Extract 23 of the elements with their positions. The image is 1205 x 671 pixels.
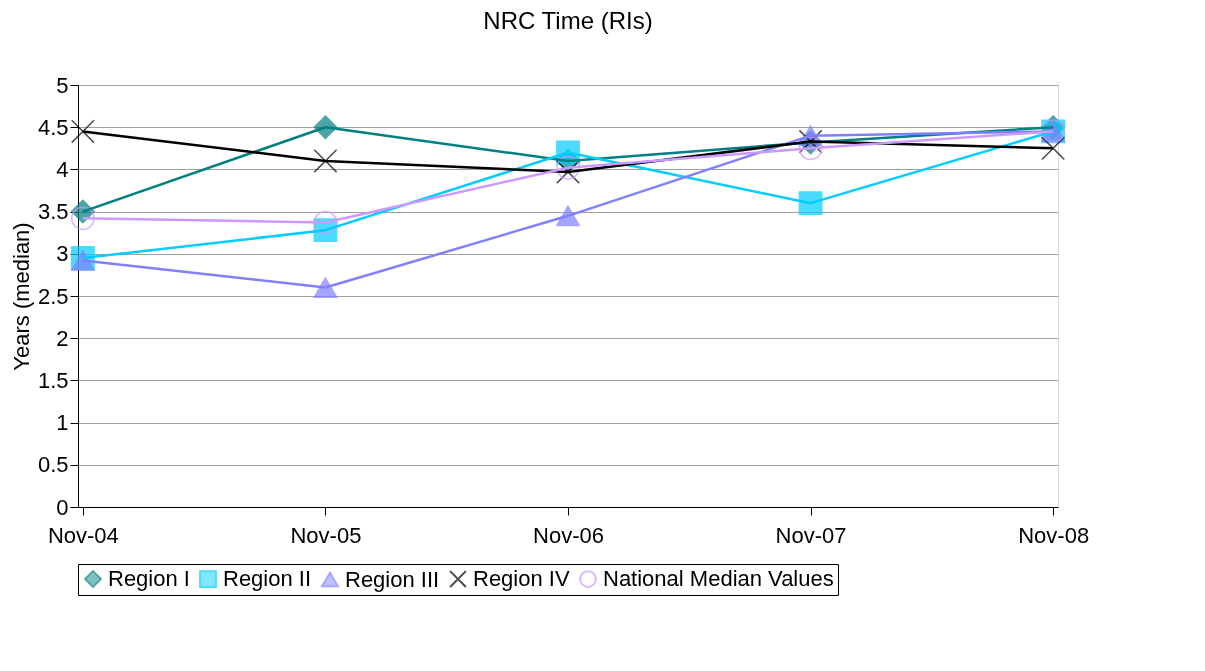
y-tick-label: 2 — [56, 325, 69, 351]
x-tick-label: Nov-08 — [1018, 522, 1090, 548]
y-tick-label: 3 — [56, 241, 69, 267]
x-tick-label: Nov-04 — [47, 522, 119, 548]
y-tick-label: 2.5 — [37, 283, 69, 309]
legend-label: Region III — [345, 566, 440, 592]
x-tick-label: Nov-05 — [290, 522, 362, 548]
y-tick-label: 4.5 — [37, 114, 69, 140]
x-tick-label: Nov-07 — [775, 522, 847, 548]
y-tick-label: 5 — [56, 72, 69, 98]
chart-title: NRC Time (RIs) — [483, 7, 653, 34]
y-tick-label: 0 — [56, 494, 69, 520]
legend-label: National Median Values — [603, 566, 834, 592]
y-tick-label: 1.5 — [37, 367, 69, 393]
legend-label: Region I — [108, 566, 190, 592]
legend-label: Region IV — [473, 566, 570, 592]
y-tick-label: 0.5 — [37, 452, 69, 478]
y-tick-label: 4 — [56, 156, 69, 182]
legend-label: Region II — [223, 566, 312, 592]
y-axis-title: Years (median) — [8, 222, 34, 371]
y-tick-label: 3.5 — [37, 199, 69, 225]
x-tick-label: Nov-06 — [533, 522, 604, 548]
y-tick-label: 1 — [56, 410, 69, 436]
